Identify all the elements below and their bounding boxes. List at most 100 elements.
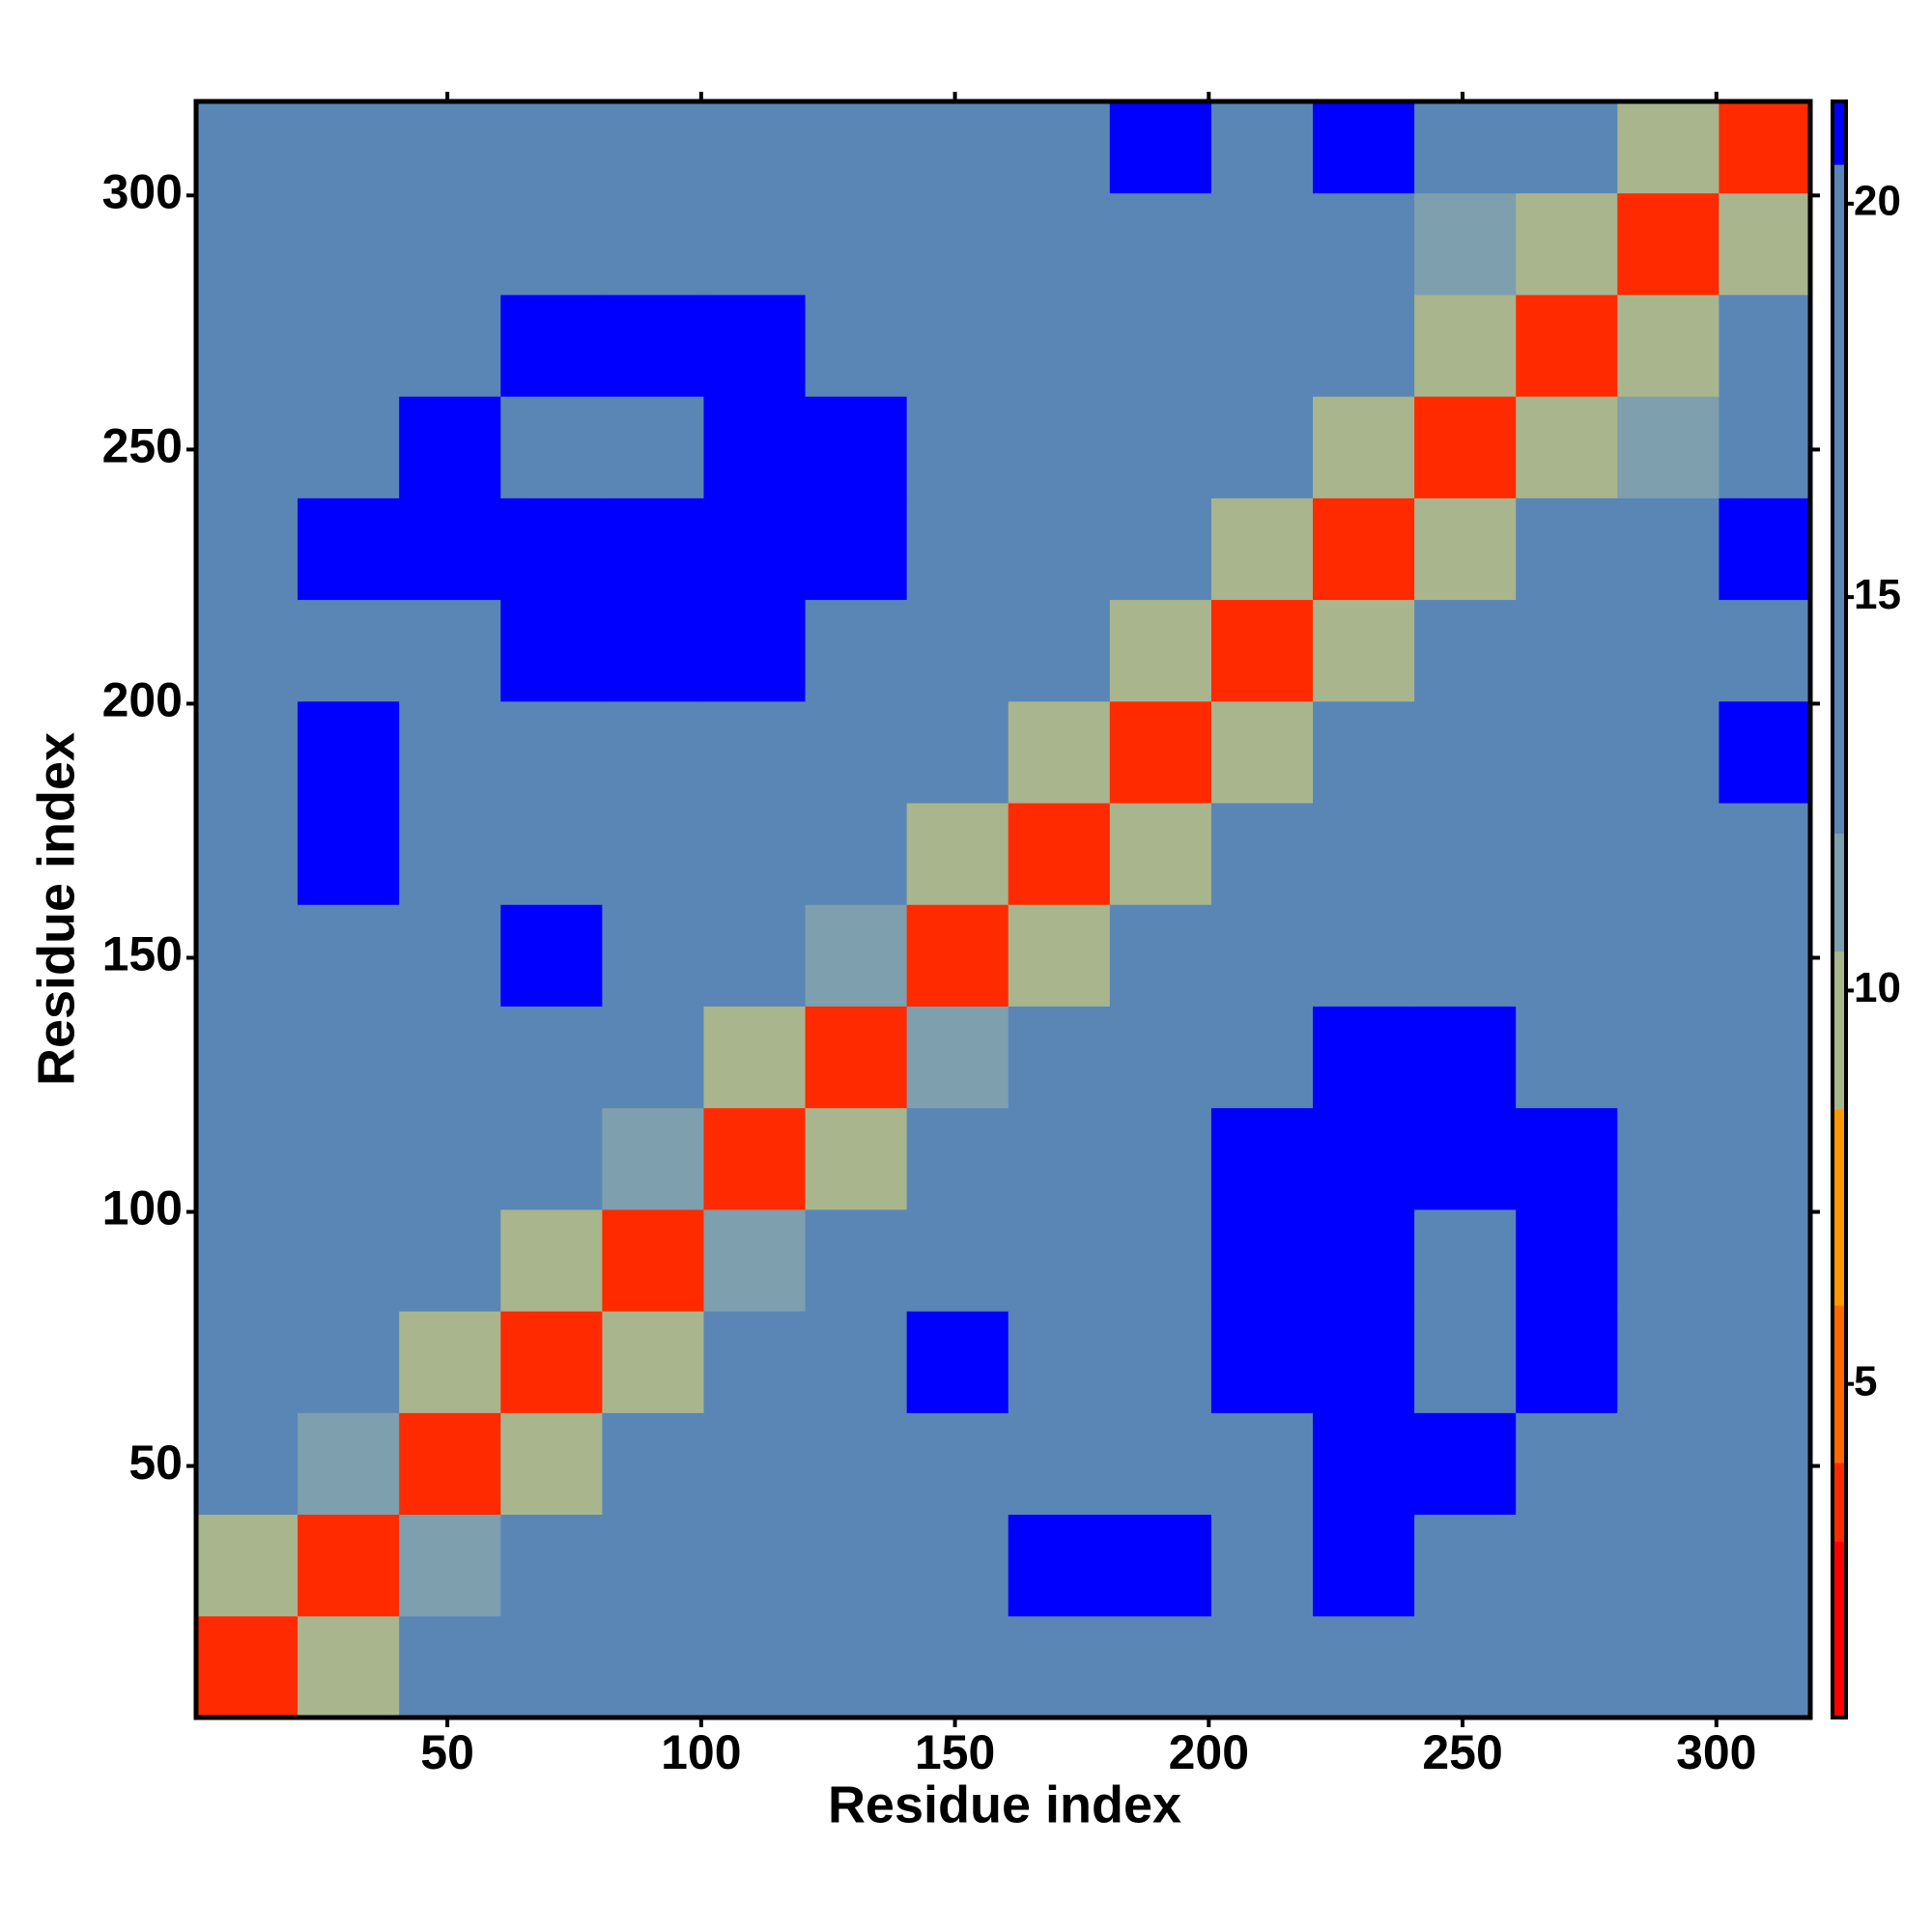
- heat-cell: [399, 1615, 501, 1719]
- colorbar-segment: [1833, 101, 1846, 165]
- heat-cell: [805, 396, 908, 498]
- heat-cell: [1617, 1208, 1719, 1312]
- heat-cell: [1210, 396, 1314, 498]
- heat-cell: [1008, 101, 1111, 194]
- heat-cell: [1008, 294, 1111, 397]
- heat-cell: [1617, 497, 1719, 601]
- heat-cell: [1516, 803, 1618, 905]
- heat-cell: [500, 1208, 603, 1312]
- y-tick-label: 100: [102, 1181, 183, 1236]
- heat-cell: [298, 1615, 400, 1719]
- heat-cell: [1719, 1208, 1811, 1312]
- heat-cell: [399, 803, 501, 905]
- heat-cell: [1414, 497, 1517, 601]
- heat-cell: [1516, 1412, 1618, 1516]
- heat-cell: [298, 904, 400, 1007]
- heat-cell: [1516, 1208, 1618, 1312]
- heat-cell: [196, 1514, 298, 1617]
- heat-cell: [1210, 1412, 1314, 1516]
- heat-cell: [1109, 294, 1212, 397]
- heat-cell: [906, 904, 1009, 1007]
- y-axis-label: Residue index: [27, 732, 85, 1086]
- heat-cell: [1008, 803, 1111, 905]
- heat-cell: [1210, 1615, 1314, 1719]
- heat-cell: [805, 599, 908, 702]
- heat-cell: [1313, 904, 1415, 1007]
- heat-cell: [500, 700, 603, 804]
- heat-cell: [1008, 1107, 1111, 1210]
- heat-cell: [602, 904, 704, 1007]
- heat-cell: [1719, 192, 1811, 296]
- heat-cell: [805, 1615, 908, 1719]
- heat-cell: [298, 294, 400, 397]
- heat-cell: [500, 1412, 603, 1516]
- heat-cell: [399, 1412, 501, 1516]
- heat-cell: [1719, 1514, 1811, 1617]
- heat-cell: [1210, 803, 1314, 905]
- heat-cell: [1313, 1412, 1415, 1516]
- heat-cell: [906, 192, 1009, 296]
- colorbar-segment: [1833, 1108, 1846, 1306]
- heat-cell: [1414, 294, 1517, 397]
- heat-cell: [399, 904, 501, 1007]
- heat-cell: [703, 1615, 807, 1719]
- heat-cell: [602, 1006, 704, 1109]
- heat-cell: [602, 1208, 704, 1312]
- heat-cell: [1210, 101, 1314, 194]
- heat-cell: [1008, 1311, 1111, 1413]
- colorbar-segment: [1833, 1541, 1846, 1719]
- heat-cell: [1313, 396, 1415, 498]
- heat-cell: [1516, 497, 1618, 601]
- heat-cell: [602, 700, 704, 804]
- heat-cell: [1008, 599, 1111, 702]
- heat-cell: [602, 599, 704, 702]
- heat-cell: [1719, 497, 1811, 601]
- heat-cell: [196, 904, 298, 1007]
- heat-cell: [1313, 803, 1415, 905]
- heat-cell: [1210, 1107, 1314, 1210]
- heat-cell: [1516, 192, 1618, 296]
- heat-cell: [805, 1412, 908, 1516]
- heat-cell: [1210, 599, 1314, 702]
- heat-cell: [1414, 803, 1517, 905]
- heat-cell: [703, 497, 807, 601]
- heat-cell: [703, 904, 807, 1007]
- heat-cell: [703, 1412, 807, 1516]
- heat-cell: [805, 294, 908, 397]
- heat-cell: [500, 192, 603, 296]
- heat-cell: [298, 1311, 400, 1413]
- heat-cell: [1617, 1006, 1719, 1109]
- heat-cell: [196, 1006, 298, 1109]
- heat-cell: [298, 1514, 400, 1617]
- heat-cell: [1414, 1514, 1517, 1617]
- heat-cell: [703, 294, 807, 397]
- heat-cell: [1617, 396, 1719, 498]
- heat-cell: [1414, 1107, 1517, 1210]
- heat-cell: [298, 192, 400, 296]
- heat-cell: [500, 1514, 603, 1617]
- heat-cell: [1008, 1514, 1111, 1617]
- heat-cell: [399, 1514, 501, 1617]
- heat-cell: [1719, 396, 1811, 498]
- heat-cell: [1414, 101, 1517, 194]
- heat-cell: [906, 1107, 1009, 1210]
- heat-cell: [906, 1311, 1009, 1413]
- heat-cell: [298, 1107, 400, 1210]
- heat-cell: [805, 1006, 908, 1109]
- heat-cell: [1516, 1107, 1618, 1210]
- y-tick-label: 300: [102, 165, 183, 219]
- heat-cell: [1313, 1208, 1415, 1312]
- heat-cell: [1109, 396, 1212, 498]
- heat-cell: [399, 497, 501, 601]
- heat-cell: [196, 599, 298, 702]
- x-tick-label: 50: [420, 1725, 474, 1779]
- heat-cell: [1109, 192, 1212, 296]
- heat-cell: [298, 700, 400, 804]
- x-tick-label: 250: [1422, 1725, 1502, 1779]
- heat-cell: [1210, 700, 1314, 804]
- heat-cell: [1719, 700, 1811, 804]
- heat-cell: [1008, 700, 1111, 804]
- heat-cell: [1516, 1514, 1618, 1617]
- heat-cell: [1109, 101, 1212, 194]
